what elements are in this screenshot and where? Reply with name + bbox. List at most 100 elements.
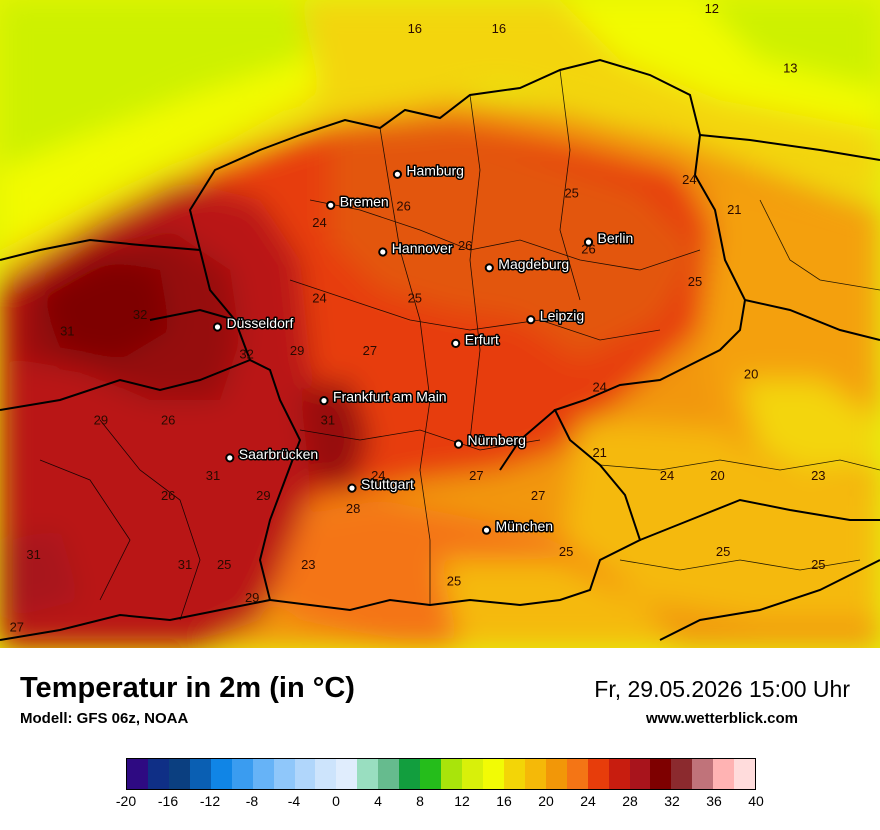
city-label: Hamburg — [406, 162, 464, 178]
isotherm-label: 31 — [60, 324, 74, 339]
color-scale-tick: 32 — [664, 793, 680, 809]
color-scale-swatch — [545, 759, 567, 789]
isotherm-label: 16 — [408, 21, 422, 36]
color-scale-swatch — [210, 759, 232, 789]
city-dot — [212, 322, 223, 332]
isotherm-label: 24 — [660, 468, 674, 483]
color-scale-swatch — [315, 759, 337, 789]
isotherm-label: 26 — [458, 238, 472, 253]
city-label: Saarbrücken — [239, 446, 318, 462]
color-scale-tick: -16 — [157, 793, 179, 809]
color-scale-tick: -12 — [199, 793, 221, 809]
color-scale-swatch — [692, 759, 714, 789]
color-scale — [126, 758, 756, 790]
color-scale-tick: 36 — [706, 793, 722, 809]
city-marker: Berlin — [583, 229, 635, 248]
legend-panel: Temperatur in 2m (in °C) Modell: GFS 06z… — [0, 648, 880, 830]
temperature-map: 16 16 12 13 24 25 21 26 24 26 26 25 24 25 32 31 32 29 27 20… — [0, 0, 880, 648]
color-scale-swatch — [294, 759, 316, 789]
city-marker: Bremen — [326, 192, 390, 211]
isotherm-label: 27 — [531, 488, 545, 503]
isotherm-label: 12 — [705, 1, 719, 16]
isotherm-label: 23 — [301, 557, 315, 572]
isotherm-label: 31 — [321, 412, 335, 427]
color-scale-tick: 16 — [496, 793, 512, 809]
city-dot — [583, 237, 594, 247]
color-scale-swatch — [713, 759, 735, 789]
isotherm-label: 29 — [245, 590, 259, 605]
color-scale-swatch — [503, 759, 525, 789]
color-scale-swatch — [336, 759, 358, 789]
isotherm-label: 25 — [217, 557, 231, 572]
isotherm-label: 16 — [492, 21, 506, 36]
city-dot — [347, 483, 357, 493]
color-scale-swatch — [441, 759, 462, 789]
city-marker: Erfurt — [451, 330, 501, 349]
color-scale-swatch — [252, 759, 274, 789]
color-scale-swatch — [127, 759, 148, 789]
color-scale-swatch — [147, 759, 169, 789]
city-dot — [225, 453, 235, 463]
map-title: Temperatur in 2m (in °C) — [20, 672, 355, 704]
city-label: Frankfurt am Main — [333, 389, 447, 405]
isotherm-label: 31 — [178, 557, 192, 572]
city-dot — [319, 396, 329, 406]
isotherm-label: 26 — [581, 241, 595, 256]
color-scale-swatch — [629, 759, 651, 789]
isotherm-label: 24 — [312, 291, 326, 306]
color-scale-tick: 0 — [332, 793, 340, 809]
color-scale-swatch — [587, 759, 609, 789]
city-label: Berlin — [598, 230, 634, 246]
color-scale-swatch — [273, 759, 295, 789]
isotherm-label: 25 — [688, 274, 702, 289]
city-label: Stuttgart — [361, 476, 414, 492]
isotherm-label: 25 — [564, 185, 578, 200]
color-scale-tick: 40 — [748, 793, 764, 809]
city-marker: München — [481, 517, 555, 536]
isotherm-label: 31 — [206, 468, 220, 483]
city-dot — [378, 247, 388, 257]
isotherm-label: 29 — [256, 488, 270, 503]
isotherm-label: 23 — [811, 468, 825, 483]
isotherm-label: 25 — [447, 574, 461, 589]
city-dot — [526, 315, 536, 325]
region-borders — [39, 69, 880, 621]
city-label: Düsseldorf — [227, 315, 294, 331]
color-scale-swatch — [168, 759, 190, 789]
isotherm-label: 25 — [408, 291, 422, 306]
valid-time: Fr, 29.05.2026 15:00 Uhr — [594, 676, 850, 702]
city-label: Nürnberg — [468, 432, 526, 448]
color-scale-tick: -4 — [287, 793, 301, 809]
city-marker: Hamburg — [392, 161, 465, 180]
isotherm-label: 24 — [371, 468, 385, 483]
color-scale-swatch — [734, 759, 756, 789]
isotherm-label: 25 — [811, 557, 825, 572]
isotherm-label: 28 — [346, 501, 360, 516]
city-marker: Leipzig — [526, 306, 586, 325]
color-scale-tick: 28 — [622, 793, 638, 809]
color-scale-swatch — [462, 759, 483, 789]
isotherm-label: 26 — [161, 412, 175, 427]
isotherm-label: 24 — [682, 172, 696, 187]
city-dot — [484, 263, 494, 273]
isotherm-label: 27 — [10, 620, 24, 635]
website-link[interactable]: www.wetterblick.com — [646, 710, 798, 727]
isotherm-label: 20 — [710, 468, 724, 483]
color-scale-swatch — [231, 759, 253, 789]
city-marker: Düsseldorf — [212, 314, 295, 333]
color-scale-ticks: -20 -16 -12 -8 -4 0 4 8 12 16 20 24 28 32 36 40 — [116, 793, 764, 813]
isotherm-label: 25 — [716, 544, 730, 559]
color-scale-tick: -8 — [245, 793, 259, 809]
isotherm-label: 25 — [559, 544, 573, 559]
isotherm-label: 29 — [94, 412, 108, 427]
color-scale-tick: 12 — [454, 793, 470, 809]
temperature-field — [0, 0, 880, 648]
city-label: München — [496, 518, 554, 534]
city-label: Leipzig — [540, 308, 584, 324]
color-scale-tick: 4 — [374, 793, 382, 809]
city-dot — [392, 169, 402, 179]
isotherm-label: 26 — [396, 199, 410, 214]
isotherm-label: 27 — [469, 468, 483, 483]
city-label: Hannover — [392, 240, 453, 256]
color-scale-swatch — [482, 759, 504, 789]
